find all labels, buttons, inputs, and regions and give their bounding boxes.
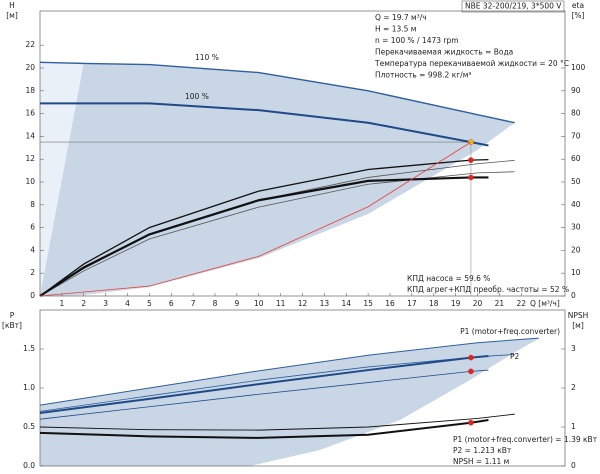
y-tick-label: 0.5 xyxy=(23,422,35,431)
curve xyxy=(39,141,472,297)
y-tick-label: 18 xyxy=(25,86,35,95)
curve xyxy=(39,337,539,406)
y2-tick-label: 1 xyxy=(571,422,576,431)
model: NBE 32-200/219, 3*500 V xyxy=(465,2,562,11)
x-tick-label: 1 xyxy=(59,299,64,308)
y-tick-label: 4 xyxy=(30,245,35,254)
y-tick-label: 0.0 xyxy=(23,461,35,470)
y-tick-label: 2 xyxy=(30,268,35,277)
y-tick-label: 1.0 xyxy=(23,383,35,392)
y2-tick-label: 90 xyxy=(571,86,581,95)
info-line: Q = 19.7 м³/ч xyxy=(375,13,427,22)
x-axis-label: Q [м³/ч] xyxy=(530,299,560,308)
point-marker xyxy=(468,368,474,375)
y2-axis-label: NPSH xyxy=(568,311,589,320)
y-axis-label: [м] xyxy=(6,11,18,20)
y2-tick-label: 0 xyxy=(571,291,576,300)
x-tick-label: 2 xyxy=(81,299,86,308)
x-tick-label: 12 xyxy=(298,299,308,308)
series-label: P1 (motor+freq.converter) xyxy=(460,327,560,336)
y2-tick-label: 20 xyxy=(571,245,581,254)
curve xyxy=(39,418,489,439)
x-tick-label: 6 xyxy=(169,299,174,308)
series-label: 110 % xyxy=(195,53,219,62)
info-line: H = 13.5 м xyxy=(375,25,416,34)
x-tick-label: 10 xyxy=(254,299,264,308)
x-tick-label: 7 xyxy=(191,299,196,308)
y2-axis-label: [%] xyxy=(572,11,585,20)
operating-range xyxy=(40,63,515,297)
readout: P1 (motor+freq.converter) = 1.39 кВт xyxy=(453,435,598,444)
y-tick-label: 12 xyxy=(25,154,35,163)
efficiency-note: КПД агрег+КПД преобр. частоты = 52 % xyxy=(407,285,569,294)
y-axis-label: [кВт] xyxy=(2,321,22,330)
x-tick-label: 9 xyxy=(234,299,239,308)
y2-tick-label: 10 xyxy=(571,268,581,277)
x-tick-label: 11 xyxy=(276,299,286,308)
y2-tick-label: 60 xyxy=(571,154,581,163)
curve xyxy=(39,413,515,431)
y-tick-label: 20 xyxy=(25,63,35,72)
x-tick-label: 18 xyxy=(429,299,439,308)
y-tick-label: 16 xyxy=(25,109,35,118)
model-box xyxy=(461,0,565,13)
x-tick-label: 15 xyxy=(363,299,373,308)
x-tick-label: 14 xyxy=(341,299,351,308)
point-marker xyxy=(468,419,474,426)
y2-tick-label: 2 xyxy=(571,383,576,392)
y2-axis-label: eta xyxy=(572,1,584,10)
y-axis-label: P xyxy=(10,311,15,320)
y-tick-label: 1.5 xyxy=(23,344,35,353)
point-marker xyxy=(468,174,474,181)
x-tick-label: 20 xyxy=(473,299,483,308)
y2-tick-label: 3 xyxy=(571,344,576,353)
y-tick-label: 22 xyxy=(25,40,35,49)
curve xyxy=(39,61,515,124)
power-range xyxy=(40,338,540,466)
y2-tick-label: 40 xyxy=(571,200,581,209)
y-tick-label: 8 xyxy=(30,200,35,209)
x-tick-label: 4 xyxy=(125,299,130,308)
y-tick-label: 10 xyxy=(25,177,35,186)
y2-tick-label: 0 xyxy=(571,461,576,470)
series-label: 100 % xyxy=(185,92,209,101)
info-line: Перекачиваемая жидкость = Вода xyxy=(375,48,513,57)
readout: P2 = 1.213 кВт xyxy=(453,446,512,455)
x-tick-label: 8 xyxy=(213,299,218,308)
y2-axis-label: [м] xyxy=(572,321,584,330)
y2-tick-label: 100 xyxy=(571,63,586,72)
x-tick-label: 22 xyxy=(516,299,526,308)
y2-tick-label: 30 xyxy=(571,223,581,232)
curve xyxy=(39,355,489,414)
curve xyxy=(39,171,515,297)
efficiency-note: КПД насоса = 59.6 % xyxy=(407,274,490,283)
info-line: n = 100 % / 1473 rpm xyxy=(375,36,459,45)
info-line: Температура перекачиваемой жидкости = 20… xyxy=(374,59,569,68)
point-marker xyxy=(468,354,474,361)
x-tick-label: 17 xyxy=(407,299,417,308)
y-tick-label: 6 xyxy=(30,223,35,232)
x-tick-label: 5 xyxy=(147,299,152,308)
x-tick-label: 3 xyxy=(103,299,108,308)
x-tick-label: 21 xyxy=(495,299,505,308)
y2-tick-label: 80 xyxy=(571,109,581,118)
x-tick-label: 16 xyxy=(385,299,395,308)
y2-tick-label: 50 xyxy=(571,177,581,186)
y-tick-label: 14 xyxy=(25,131,35,140)
curve xyxy=(39,369,489,420)
x-tick-label: 13 xyxy=(320,299,330,308)
series-label: P2 xyxy=(510,352,520,361)
point-marker xyxy=(468,157,474,163)
y-axis-label: H xyxy=(9,1,15,10)
x-tick-label: 19 xyxy=(451,299,461,308)
readout: NPSH = 1.11 м xyxy=(453,457,509,466)
info-line: Плотность = 998.2 кг/м³ xyxy=(375,71,471,80)
y2-tick-label: 70 xyxy=(571,131,581,140)
y-tick-label: 0 xyxy=(30,291,35,300)
